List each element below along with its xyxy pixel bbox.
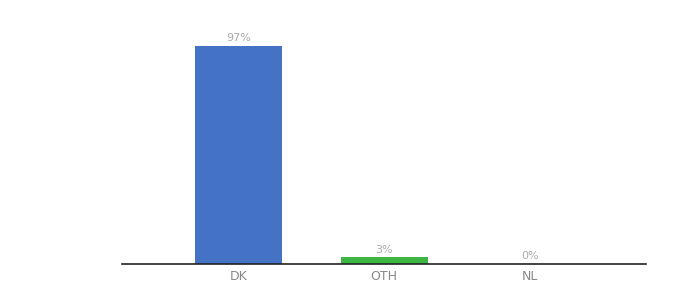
Text: 97%: 97% xyxy=(226,33,251,43)
Bar xyxy=(341,257,428,264)
Text: 3%: 3% xyxy=(375,244,393,254)
Text: 0%: 0% xyxy=(521,251,539,261)
Bar xyxy=(195,46,282,264)
